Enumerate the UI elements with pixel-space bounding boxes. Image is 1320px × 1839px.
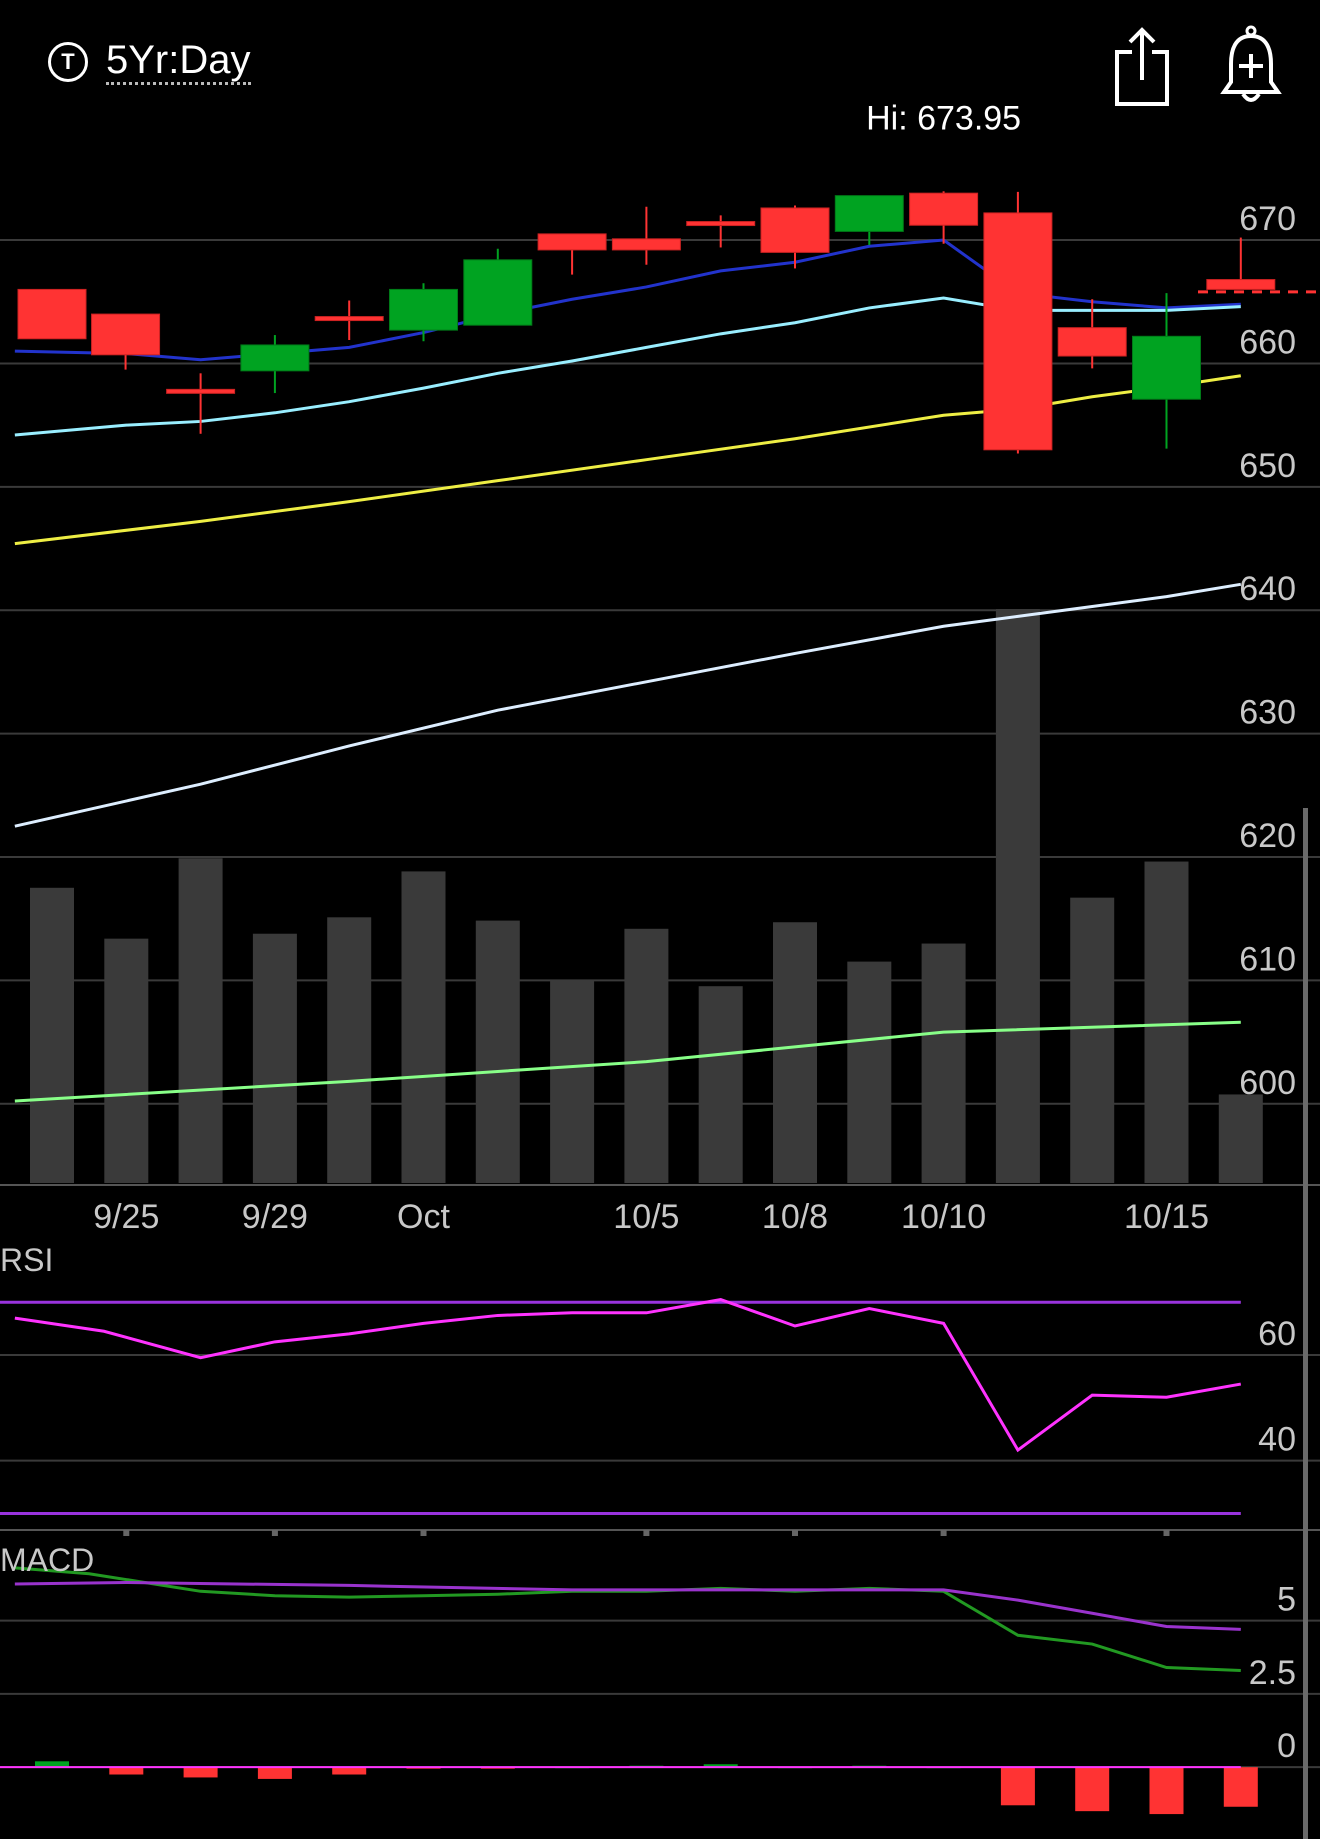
date-axis-tick-label: Oct [397,1198,450,1236]
macd-histogram-bar [332,1767,367,1775]
volume-bar [847,961,892,1183]
macd-axis-tick-label: 5 [1277,1581,1296,1619]
pane-tick-mark [940,1530,947,1536]
rsi-layer [0,1298,1242,1515]
macd-axis-tick-label: 2.5 [1249,1654,1296,1692]
moving-average-line [14,374,1242,546]
pane-tick-mark [271,1530,278,1536]
period-icon: T [48,41,88,82]
candle-up [389,288,458,331]
volume-bar [1218,1094,1263,1183]
high-annotation: Hi: 673.95 [866,99,1021,137]
period-selector[interactable]: T 5Yr:Day [48,38,251,85]
rsi-axis-tick-label: 40 [1258,1421,1296,1459]
candle-down [760,207,830,253]
price-axis-tick-label: 650 [1239,447,1296,485]
candle-down [1206,279,1276,290]
price-axis-tick-label: 670 [1239,200,1296,238]
price-axis-tick-label: 630 [1239,694,1296,732]
price-axis-tick-label: 620 [1239,817,1296,855]
moving-average-line [14,238,1241,362]
price-axis-tick-label: 600 [1239,1064,1296,1102]
candle-up [240,344,310,372]
price-axis-tick-label: 660 [1239,323,1296,361]
pane-tick-mark [420,1530,427,1536]
candle-layer [17,191,1320,454]
candle-down [91,313,161,356]
macd-histogram-bar [257,1767,292,1779]
period-label: 5Yr:Day [106,38,251,85]
macd-histogram-bar [183,1767,218,1778]
bell-plus-icon[interactable] [1216,24,1286,108]
rsi-title: RSI [0,1242,53,1278]
macd-histogram-bar [1223,1767,1258,1807]
date-axis-tick-label: 10/8 [762,1198,828,1236]
macd-histogram-bar [703,1764,738,1768]
macd-histogram-bar [109,1767,144,1775]
candle-up [463,259,533,326]
macd-histogram-bar [1149,1767,1184,1815]
moving-average-line [14,296,1241,437]
volume-layer [30,609,1263,1183]
pane-tick-mark [1163,1530,1170,1536]
rsi-axis-tick-label: 60 [1258,1315,1296,1353]
candle-down [314,316,384,322]
volume-bar [30,887,74,1183]
date-axis-tick-label: 9/29 [242,1198,308,1236]
pane-tick-mark [123,1530,130,1536]
macd-histogram-bar [1075,1767,1110,1812]
date-axis-tick-label: 10/10 [901,1198,986,1236]
volume-bar [550,979,595,1183]
volume-bar [624,928,669,1183]
volume-bar [1144,861,1189,1183]
rsi-line [14,1298,1242,1453]
date-axis-tick-label: 9/25 [93,1198,159,1236]
volume-bar [921,943,966,1183]
candle-down [17,288,87,340]
scrollbar[interactable] [1303,808,1308,1839]
candle-down [166,388,236,394]
candle-up [834,195,904,232]
volume-bar [401,871,446,1183]
volume-bar [773,922,817,1183]
volume-bar [475,920,520,1183]
volume-bar [1070,897,1115,1183]
moving-average-layer [14,238,1242,1103]
macd-layer [0,1566,1258,1815]
pane-tick-mark [792,1530,798,1536]
volume-bar [252,933,297,1183]
macd-histogram-bar [35,1761,69,1768]
macd-axis-tick-label: 0 [1277,1727,1296,1765]
candle-down [1057,327,1127,357]
candle-down [983,212,1053,451]
date-axis-tick-label: 10/5 [613,1198,679,1236]
volume-moving-average-line [14,1020,1241,1103]
price-axis-tick-label: 640 [1239,570,1296,608]
macd-title: MACD [0,1542,94,1578]
volume-bar [178,858,223,1183]
date-axis-tick-label: 10/15 [1124,1198,1209,1236]
share-icon[interactable] [1108,24,1178,108]
macd-signal-line [14,1581,1241,1631]
candle-down [611,238,681,251]
candle-down [686,221,756,227]
price-axis-tick-label: 610 [1239,940,1296,978]
moving-average-line [14,582,1242,828]
volume-bar [698,986,743,1183]
macd-histogram-bar [1000,1767,1035,1806]
candle-down [909,192,979,226]
candle-down [537,233,607,251]
volume-bar [995,609,1040,1183]
candle-up [1132,335,1201,400]
volume-bar [104,938,149,1183]
pane-tick-mark [643,1530,650,1536]
top-bar: T 5Yr:Day [0,0,1320,120]
volume-bar [327,917,372,1183]
